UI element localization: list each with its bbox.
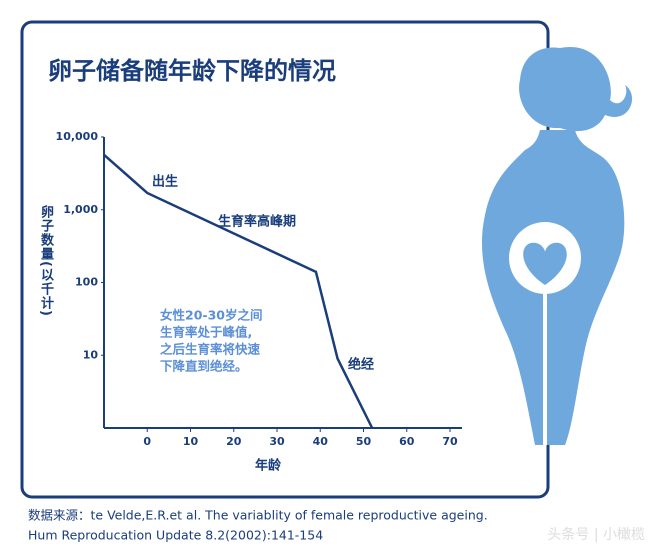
source: Hum Reproducation Update 8.2(2002):141-1… xyxy=(28,528,323,543)
y-tick-label: 10 xyxy=(83,348,99,361)
chart-title: 卵子储备随年龄下降的情况 xyxy=(48,57,336,85)
note: 生育率处于峰值, xyxy=(160,325,252,340)
x-tick-label: 0 xyxy=(143,435,151,448)
x-tick-label: 70 xyxy=(442,435,458,448)
annotation: 出生 xyxy=(152,174,178,190)
annotation: 绝经 xyxy=(348,357,374,373)
x-tick-label: 50 xyxy=(356,435,372,448)
x-tick-label: 30 xyxy=(269,435,285,448)
frame xyxy=(20,20,550,499)
x-tick-label: 40 xyxy=(313,435,329,448)
x-tick-label: 10 xyxy=(183,435,199,448)
note: 下降直到绝经。 xyxy=(160,359,248,374)
y-tick-label: 10,000 xyxy=(56,130,99,143)
data-line xyxy=(103,153,374,429)
y-tick-label: 100 xyxy=(75,276,98,289)
x-tick-label: 60 xyxy=(399,435,415,448)
x-axis-label: 年龄 xyxy=(255,458,282,474)
source: 数据来源：te Velde,E.R.et al. The variablity … xyxy=(28,508,488,523)
note: 之后生育率将快速 xyxy=(160,342,261,357)
note: 女性20-30岁之间 xyxy=(160,308,262,323)
y-tick-label: 1,000 xyxy=(63,203,98,216)
x-tick-label: 20 xyxy=(226,435,242,448)
y-axis-label: 卵子数量(以千计) xyxy=(38,205,53,317)
heart xyxy=(523,242,567,285)
watermark: 头条号 | 小橄榄 xyxy=(547,526,645,543)
annotation: 生育率高峰期 xyxy=(218,214,296,230)
